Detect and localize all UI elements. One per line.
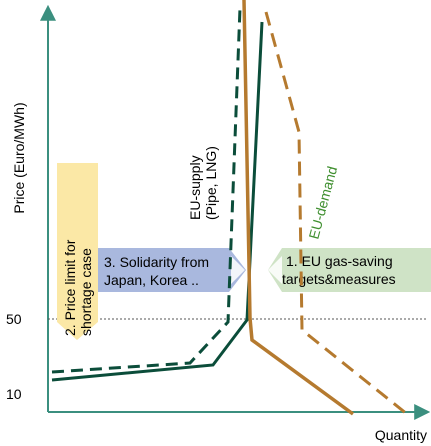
- supply-curve-shifted: [51, 7, 242, 374]
- solidarity-arrow-icon: [231, 256, 245, 284]
- solidarity-label-line2: Japan, Korea ..: [104, 272, 199, 288]
- supply-label-line1: EU-supply: [187, 155, 203, 220]
- demand-curve-shifted: [264, 11, 408, 416]
- price-limit-label-line2: shortage case: [78, 248, 94, 336]
- x-axis-label: Quantity: [375, 427, 427, 443]
- solidarity-label-line1: 3. Solidarity from: [104, 254, 209, 270]
- gas-saving-box[interactable]: [268, 248, 431, 292]
- gas-saving-label-line2: targets&measures: [282, 271, 396, 287]
- solidarity-box[interactable]: [98, 248, 246, 292]
- y-tick-10: 10: [6, 386, 22, 402]
- gas-saving-arrow-icon: [268, 256, 282, 284]
- supply-label-line2: (Pipe, LNG): [203, 146, 219, 220]
- price-limit-label-line1: 2. Price limit for: [62, 239, 78, 336]
- gas-saving-label-line1: 1. EU gas-saving: [286, 253, 393, 269]
- supply-curve: [51, 21, 264, 382]
- y-tick-50: 50: [6, 311, 22, 327]
- demand-label: EU-demand: [305, 164, 340, 240]
- demand-curve: [242, 0, 355, 416]
- y-axis-label: Price (Euro/MWh): [11, 102, 27, 213]
- price-limit-box: [57, 163, 98, 340]
